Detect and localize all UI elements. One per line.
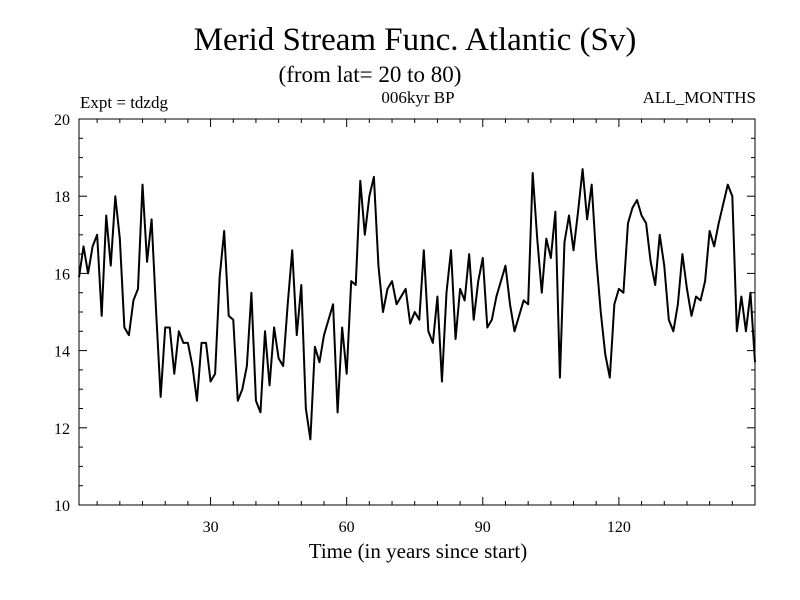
period-label: 006kyr BP	[381, 88, 454, 107]
x-tick-label: 90	[475, 519, 491, 536]
chart-subtitle: (from lat= 20 to 80)	[279, 62, 462, 87]
y-tick-label: 14	[54, 344, 70, 361]
x-tick-label: 120	[607, 519, 631, 536]
x-tick-label: 60	[339, 519, 355, 536]
plot-frame	[78, 118, 756, 506]
y-tick-label: 10	[54, 498, 70, 515]
x-axis-tick-labels: 30 60 90 120	[203, 519, 631, 536]
y-tick-label: 20	[54, 112, 70, 129]
x-axis-label: Time (in years since start)	[309, 539, 528, 563]
y-tick-label: 16	[54, 266, 70, 283]
x-tick-label: 30	[203, 519, 219, 536]
experiment-label: Expt = tdzdg	[80, 93, 168, 112]
axis-ticks	[79, 118, 756, 506]
y-axis-tick-labels: 10 12 14 16 18 20	[54, 112, 70, 515]
y-tick-label: 12	[54, 421, 70, 438]
series-line	[78, 168, 756, 441]
chart-title: Merid Stream Func. Atlantic (Sv)	[194, 22, 637, 58]
y-tick-label: 18	[54, 189, 70, 206]
months-label: ALL_MONTHS	[643, 88, 756, 107]
